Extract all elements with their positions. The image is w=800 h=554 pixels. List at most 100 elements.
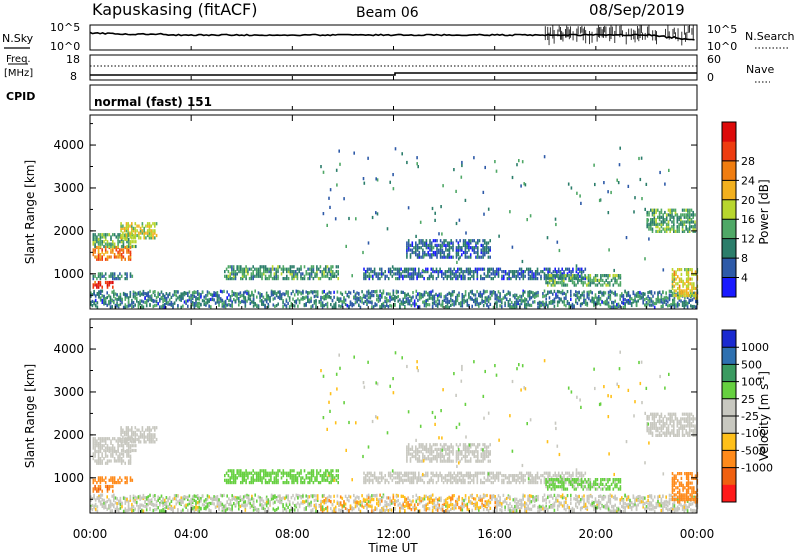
power-echo-cell (591, 298, 593, 302)
power-echo-cell (92, 233, 95, 237)
power-echo-cell (310, 270, 313, 274)
power-echo-cell (211, 293, 214, 297)
power-echo-cell (290, 302, 293, 306)
velocity-echo-cell (325, 507, 327, 511)
power-echo-cell (384, 305, 386, 309)
velocity-echo-cell (395, 495, 398, 499)
velocity-echo-cell (267, 501, 270, 505)
velocity-echo-cell (142, 495, 145, 499)
velocity-echo-cell (269, 500, 271, 504)
velocity-echo-cell (487, 499, 490, 503)
power-echo-cell (382, 272, 385, 276)
power-echo-cell (660, 229, 663, 233)
power-echo-cell (683, 229, 686, 233)
power-echo-cell (692, 215, 694, 219)
power-echo-cell (606, 302, 608, 306)
power-echo-cell (114, 297, 117, 301)
velocity-echo-cell (471, 508, 473, 512)
power-echo-cell (92, 250, 95, 254)
power-echo-cell (671, 215, 673, 219)
power-echo-cell (687, 277, 690, 281)
power-echo-cell (238, 265, 240, 269)
power-echo-cell (446, 292, 449, 297)
power-echo-cell (136, 292, 138, 296)
power-echo-cell (579, 304, 582, 308)
velocity-echo-cell (155, 503, 158, 507)
power-echo-cell (94, 255, 96, 259)
power-echo-cell (282, 277, 285, 281)
power-echo-cell (312, 277, 315, 281)
power-echo-cell (607, 274, 609, 278)
power-echo-cell (373, 272, 376, 276)
velocity-echo-cell (160, 500, 163, 504)
velocity-echo-cell (431, 501, 434, 505)
power-echo-cell (264, 265, 267, 269)
velocity-echo-cell (578, 500, 580, 504)
power-echo-cell (662, 220, 664, 224)
power-echo-cell (122, 236, 124, 240)
power-echo-cell (678, 215, 680, 219)
power-echo-cell (651, 213, 654, 217)
power-echo-cell (427, 292, 429, 296)
power-echo-cell (206, 293, 209, 297)
power-echo-cell (336, 183, 338, 187)
velocity-echo-cell (461, 502, 464, 506)
power-echo-cell (673, 297, 676, 301)
velocity-echo-cell (356, 504, 358, 508)
power-echo-cell (570, 278, 572, 282)
power-echo-cell (137, 303, 140, 307)
power-echo-cell (406, 246, 408, 250)
velocity-echo-cell (297, 493, 299, 498)
power-echo-cell (422, 295, 424, 299)
power-echo-cell (386, 274, 388, 278)
power-echo-cell (673, 225, 675, 229)
power-echo-cell (434, 211, 436, 215)
velocity-echo-cell (182, 508, 184, 512)
velocity-echo-cell (586, 496, 589, 500)
velocity-echo-cell (486, 502, 488, 506)
power-echo-cell (407, 299, 409, 303)
velocity-echo-cell (619, 501, 621, 505)
velocity-echo-cell (356, 501, 358, 505)
velocity-echo-cell (535, 498, 538, 502)
power-echo-cell (646, 213, 648, 217)
velocity-echo-cell (537, 498, 539, 502)
power-echo-cell (685, 289, 688, 293)
power-echo-cell (287, 270, 290, 274)
power-echo-cell (372, 277, 374, 281)
power-echo-cell (117, 237, 119, 241)
velocity-echo-cell (147, 495, 150, 499)
power-echo-cell (384, 299, 386, 303)
power-echo-cell (268, 270, 270, 274)
power-echo-cell (370, 270, 372, 274)
velocity-echo-cell (200, 499, 202, 503)
power-echo-cell (231, 290, 233, 294)
power-echo-cell (647, 294, 649, 299)
power-echo-cell (542, 292, 544, 296)
power-echo-cell (673, 305, 676, 309)
power-echo-cell (205, 294, 207, 298)
velocity-echo-cell (507, 495, 510, 499)
power-echo-cell (399, 305, 401, 309)
power-echo-cell (571, 302, 574, 306)
power-echo-cell (462, 274, 464, 278)
power-echo-cell (494, 272, 496, 276)
power-echo-cell (321, 290, 324, 294)
power-echo-cell (216, 298, 219, 302)
power-echo-cell (655, 210, 657, 215)
power-echo-cell (228, 293, 230, 297)
power-echo-cell (487, 250, 490, 255)
power-echo-cell (429, 255, 431, 259)
velocity-echo-cell (402, 506, 404, 510)
power-echo-cell (191, 295, 194, 299)
power-echo-cell (617, 274, 620, 278)
power-echo-cell (247, 295, 250, 299)
velocity-echo-cell (333, 509, 335, 513)
velocity-echo-cell (379, 501, 381, 505)
power-echo-cell (441, 241, 444, 245)
velocity-echo-cell (164, 498, 166, 502)
power-echo-cell (457, 253, 460, 257)
power-echo-cell (619, 276, 622, 280)
power-echo-cell (382, 291, 385, 295)
power-echo-cell (542, 295, 544, 299)
